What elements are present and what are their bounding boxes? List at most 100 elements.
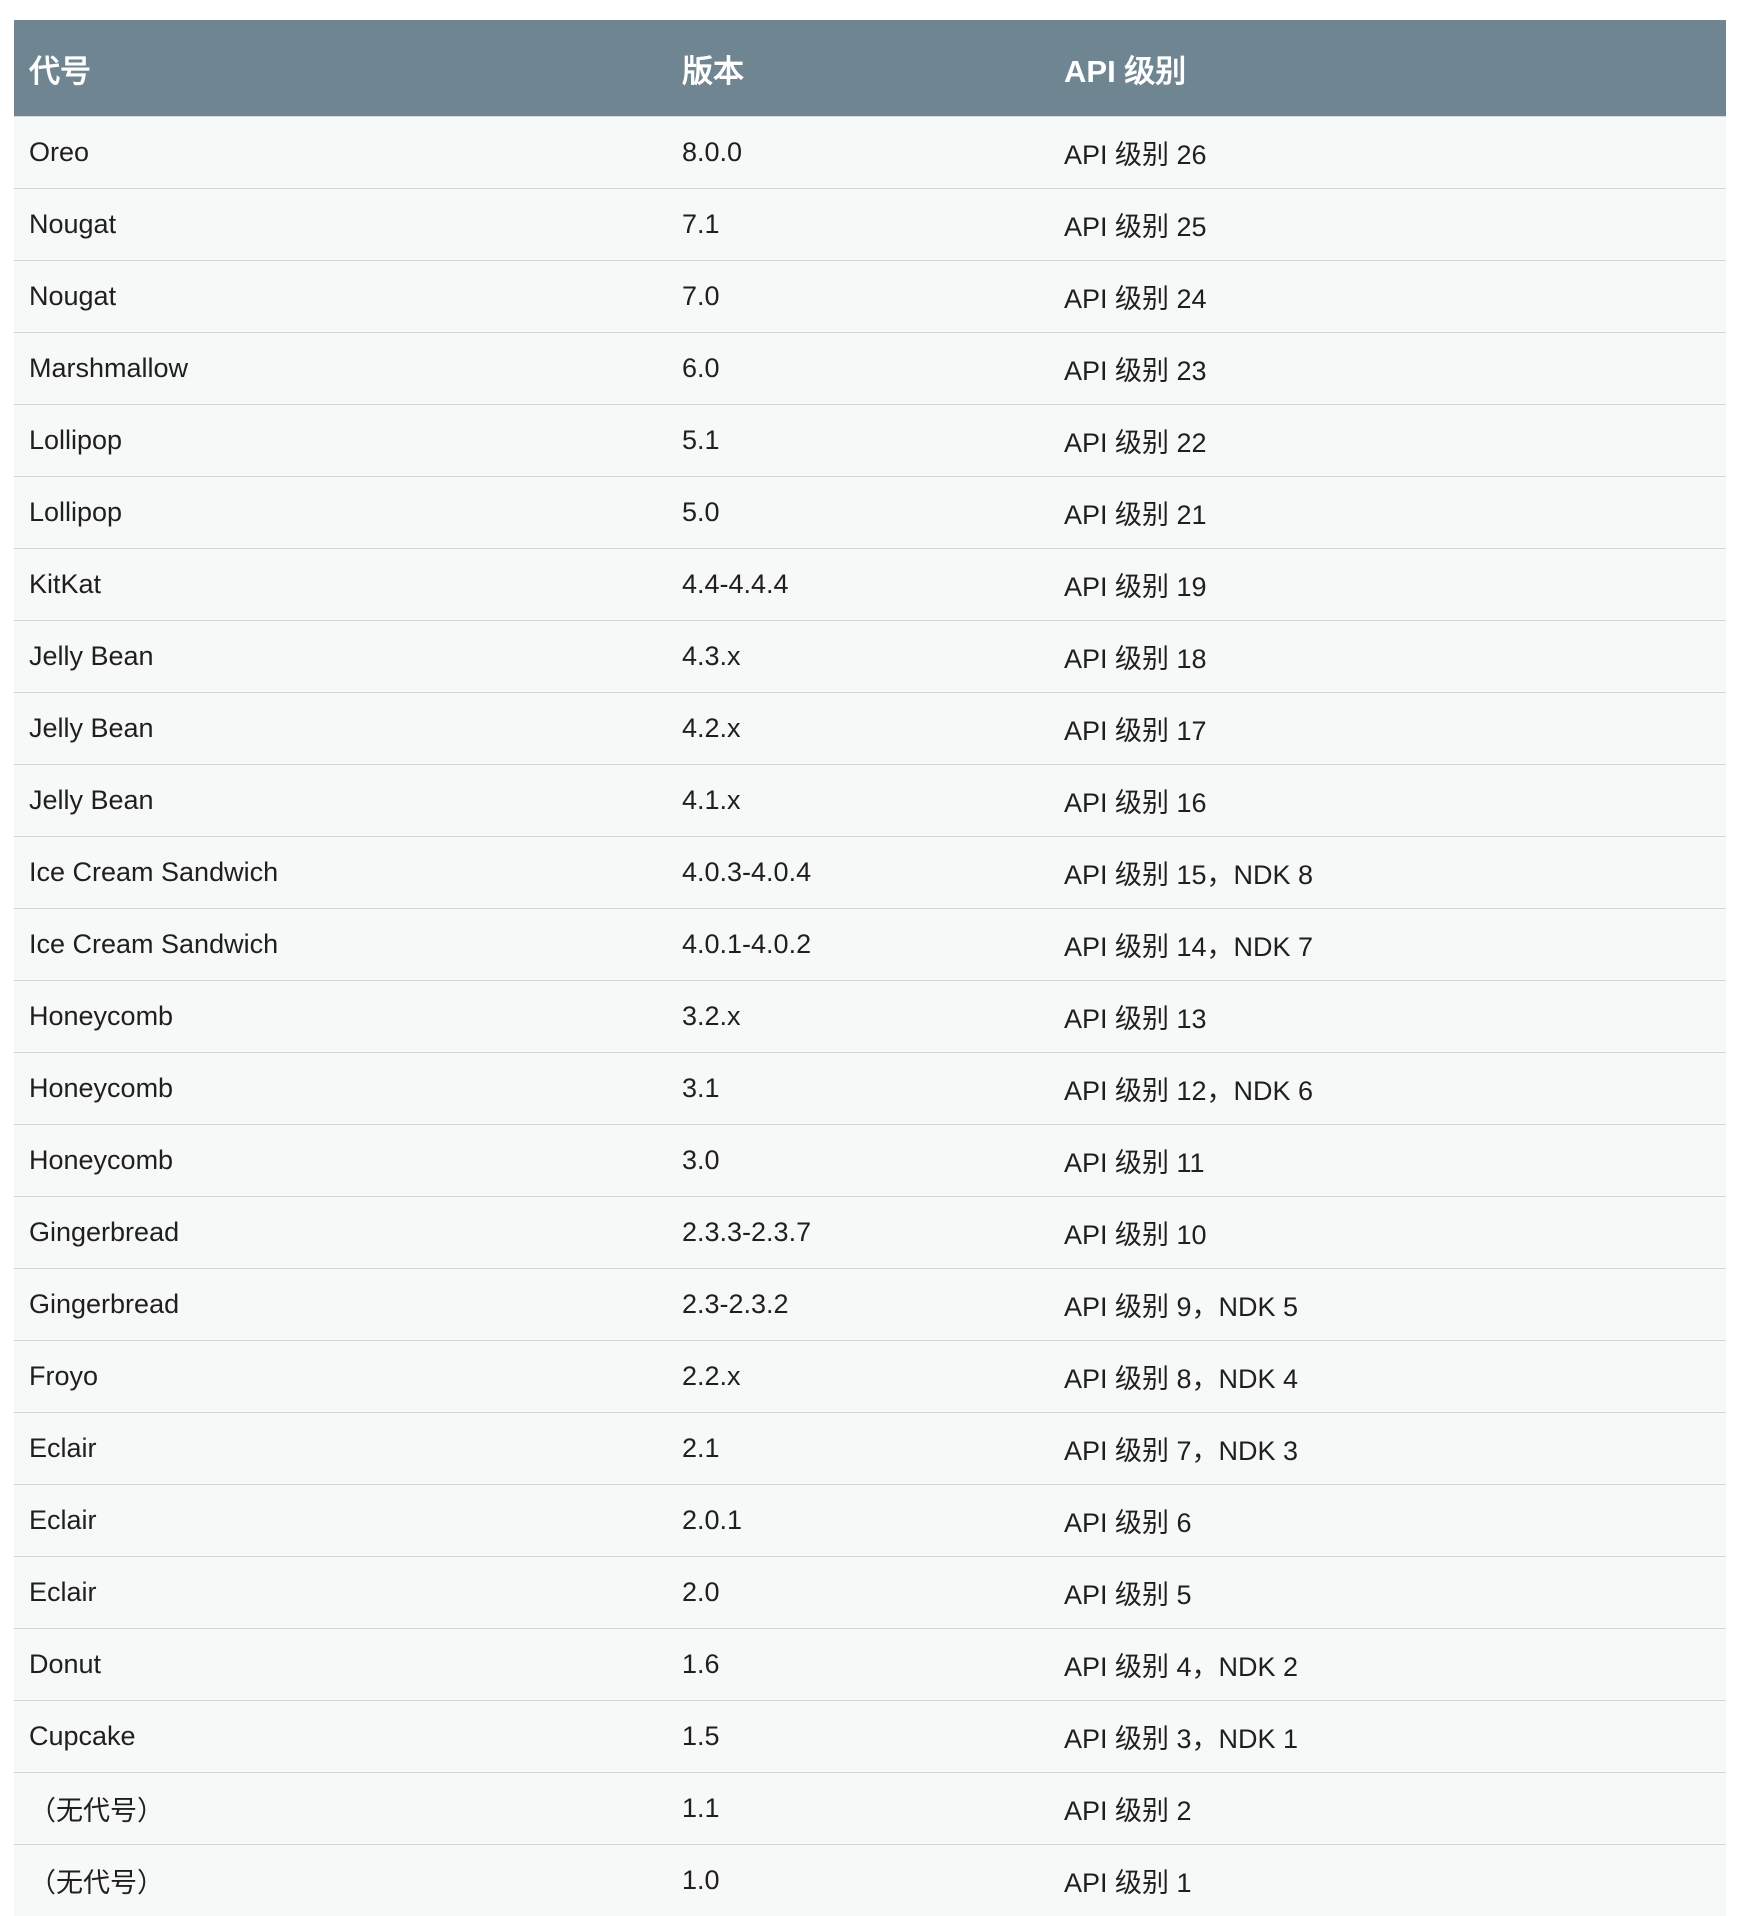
cell-version: 8.0.0 [682, 137, 743, 167]
cell-api-level: API 级别 6 [1064, 1508, 1192, 1538]
table-row: Marshmallow 6.0 API 级别 23 [14, 332, 1726, 404]
cell-version: 1.6 [682, 1649, 720, 1679]
cell-api-level: API 级别 3，NDK 1 [1064, 1724, 1299, 1754]
cell-codename: Nougat [29, 281, 117, 311]
cell-codename: Marshmallow [29, 353, 189, 383]
cell-codename: Honeycomb [29, 1145, 174, 1175]
android-version-table: 代号 版本 API 级别 Oreo 8.0.0 API 级别 26 Nougat… [14, 20, 1726, 1916]
cell-version: 4.2.x [682, 713, 741, 743]
cell-version: 1.1 [682, 1793, 720, 1823]
cell-version: 3.0 [682, 1145, 720, 1175]
cell-codename: Jelly Bean [29, 785, 154, 815]
cell-api-level: API 级别 14，NDK 7 [1064, 932, 1314, 962]
cell-version: 6.0 [682, 353, 720, 383]
cell-version: 5.1 [682, 425, 720, 455]
cell-codename: Honeycomb [29, 1073, 174, 1103]
cell-version: 2.2.x [682, 1361, 741, 1391]
cell-api-level: API 级别 7，NDK 3 [1064, 1436, 1299, 1466]
table-row: （无代号） 1.0 API 级别 1 [14, 1844, 1726, 1916]
table-row: Froyo 2.2.x API 级别 8，NDK 4 [14, 1340, 1726, 1412]
table-row: Ice Cream Sandwich 4.0.1-4.0.2 API 级别 14… [14, 908, 1726, 980]
cell-api-level: API 级别 19 [1064, 572, 1207, 602]
cell-codename: Jelly Bean [29, 713, 154, 743]
cell-codename: Eclair [29, 1433, 97, 1463]
cell-version: 2.3.3-2.3.7 [682, 1217, 812, 1247]
cell-api-level: API 级别 11 [1064, 1148, 1205, 1178]
table-row: Jelly Bean 4.2.x API 级别 17 [14, 692, 1726, 764]
cell-codename: Gingerbread [29, 1289, 180, 1319]
header-version: 版本 [682, 53, 744, 89]
table-row: KitKat 4.4-4.4.4 API 级别 19 [14, 548, 1726, 620]
table-row: Honeycomb 3.2.x API 级别 13 [14, 980, 1726, 1052]
cell-codename: Eclair [29, 1577, 97, 1607]
cell-api-level: API 级别 23 [1064, 356, 1207, 386]
table-row: Nougat 7.1 API 级别 25 [14, 188, 1726, 260]
table-row: Jelly Bean 4.1.x API 级别 16 [14, 764, 1726, 836]
table-row: Donut 1.6 API 级别 4，NDK 2 [14, 1628, 1726, 1700]
table-row: Eclair 2.0.1 API 级别 6 [14, 1484, 1726, 1556]
cell-version: 7.1 [682, 209, 720, 239]
cell-version: 2.0 [682, 1577, 720, 1607]
cell-version: 3.2.x [682, 1001, 741, 1031]
cell-version: 1.0 [682, 1865, 720, 1895]
table-row: Jelly Bean 4.3.x API 级别 18 [14, 620, 1726, 692]
cell-codename: Oreo [29, 137, 90, 167]
table-row: （无代号） 1.1 API 级别 2 [14, 1772, 1726, 1844]
cell-version: 3.1 [682, 1073, 720, 1103]
cell-version: 4.3.x [682, 641, 741, 671]
header-api-level: API 级别 [1064, 53, 1187, 89]
table-row: Gingerbread 2.3.3-2.3.7 API 级别 10 [14, 1196, 1726, 1268]
cell-api-level: API 级别 22 [1064, 428, 1207, 458]
cell-api-level: API 级别 12，NDK 6 [1064, 1076, 1314, 1106]
table-row: Nougat 7.0 API 级别 24 [14, 260, 1726, 332]
cell-version: 2.1 [682, 1433, 720, 1463]
cell-version: 4.0.3-4.0.4 [682, 857, 812, 887]
cell-codename: Honeycomb [29, 1001, 174, 1031]
cell-api-level: API 级别 13 [1064, 1004, 1207, 1034]
cell-codename: Nougat [29, 209, 117, 239]
table-row: Cupcake 1.5 API 级别 3，NDK 1 [14, 1700, 1726, 1772]
cell-codename: Gingerbread [29, 1217, 180, 1247]
cell-version: 2.3-2.3.2 [682, 1289, 789, 1319]
cell-codename: Cupcake [29, 1721, 136, 1751]
cell-version: 4.1.x [682, 785, 741, 815]
cell-codename: Froyo [29, 1361, 99, 1391]
table-row: Lollipop 5.1 API 级别 22 [14, 404, 1726, 476]
cell-api-level: API 级别 18 [1064, 644, 1207, 674]
cell-api-level: API 级别 8，NDK 4 [1064, 1364, 1299, 1394]
table-row: Eclair 2.1 API 级别 7，NDK 3 [14, 1412, 1726, 1484]
cell-api-level: API 级别 15，NDK 8 [1064, 860, 1314, 890]
cell-api-level: API 级别 1 [1064, 1868, 1192, 1898]
table-row: Oreo 8.0.0 API 级别 26 [14, 116, 1726, 188]
cell-version: 5.0 [682, 497, 720, 527]
table-row: Lollipop 5.0 API 级别 21 [14, 476, 1726, 548]
cell-api-level: API 级别 21 [1064, 500, 1207, 530]
cell-api-level: API 级别 17 [1064, 716, 1207, 746]
table-row: Eclair 2.0 API 级别 5 [14, 1556, 1726, 1628]
cell-api-level: API 级别 9，NDK 5 [1064, 1292, 1299, 1322]
cell-version: 1.5 [682, 1721, 720, 1751]
header-codename: 代号 [29, 53, 91, 89]
cell-codename: （无代号） [29, 1868, 164, 1898]
cell-api-level: API 级别 25 [1064, 212, 1207, 242]
table-row: Honeycomb 3.1 API 级别 12，NDK 6 [14, 1052, 1726, 1124]
cell-codename: Ice Cream Sandwich [29, 857, 279, 887]
cell-api-level: API 级别 24 [1064, 284, 1207, 314]
cell-version: 2.0.1 [682, 1505, 743, 1535]
cell-codename: Lollipop [29, 497, 123, 527]
cell-codename: Eclair [29, 1505, 97, 1535]
cell-codename: （无代号） [29, 1796, 164, 1826]
cell-api-level: API 级别 26 [1064, 140, 1207, 170]
cell-api-level: API 级别 5 [1064, 1580, 1192, 1610]
cell-version: 4.0.1-4.0.2 [682, 929, 812, 959]
cell-version: 7.0 [682, 281, 720, 311]
cell-api-level: API 级别 16 [1064, 788, 1207, 818]
cell-codename: Jelly Bean [29, 641, 154, 671]
cell-codename: Donut [29, 1649, 102, 1679]
cell-api-level: API 级别 4，NDK 2 [1064, 1652, 1299, 1682]
table-header: 代号 版本 API 级别 [14, 20, 1726, 116]
cell-api-level: API 级别 10 [1064, 1220, 1207, 1250]
table-row: Gingerbread 2.3-2.3.2 API 级别 9，NDK 5 [14, 1268, 1726, 1340]
table-row: Honeycomb 3.0 API 级别 11 [14, 1124, 1726, 1196]
cell-codename: KitKat [29, 569, 102, 599]
